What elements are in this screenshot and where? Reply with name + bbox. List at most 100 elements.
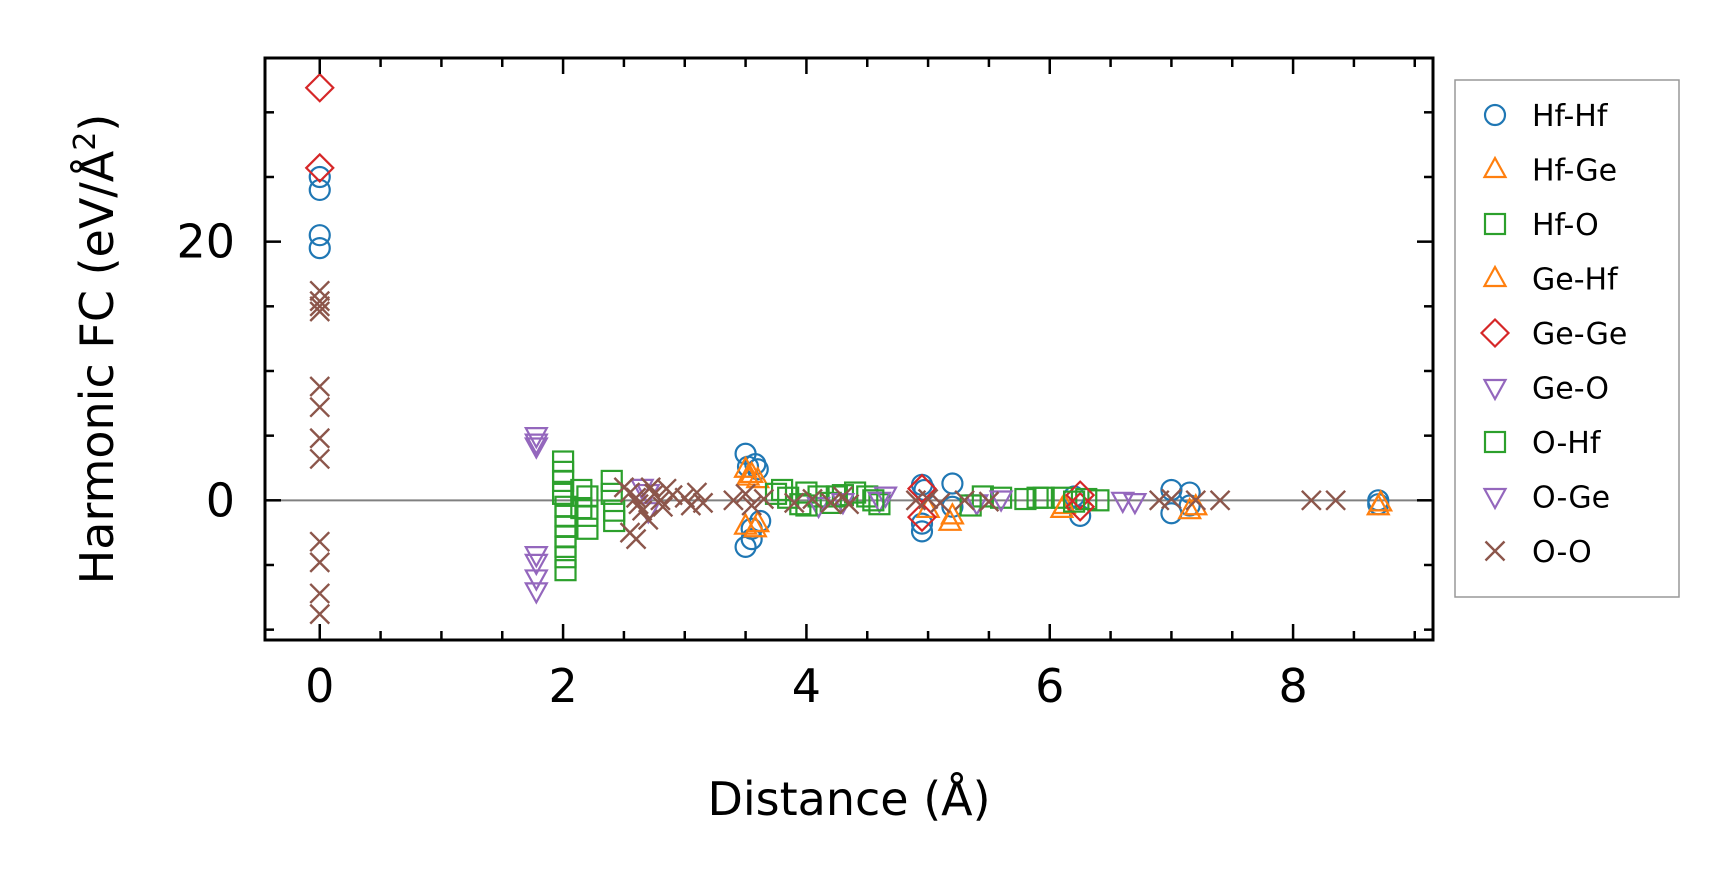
data-point [309,290,331,312]
data-point [1160,478,1183,502]
legend-marker [1483,212,1507,236]
data-point [640,477,662,498]
data-point [680,495,702,516]
data-point [825,485,848,508]
data-point [940,502,965,525]
data-point [753,488,775,510]
data-point [309,295,331,317]
legend-box [1454,79,1680,598]
legend-marker [1483,103,1507,127]
legend-marker [1479,317,1511,349]
data-point [570,478,593,502]
data-point [988,490,1014,513]
data-point [576,517,599,540]
data-point [650,489,671,511]
data-point [1325,489,1347,511]
data-point [603,509,626,533]
legend-marker [1482,378,1508,402]
legend-entry: Hf-Ge [1482,154,1617,189]
y-axis-label: Harmonic FC (eV/Å2) [68,114,124,585]
legend-entry: Hf-O [1483,208,1599,243]
data-point [523,582,549,605]
data-point [1065,491,1096,522]
data-point [1209,489,1231,511]
legend-label: Ge-O [1532,372,1609,407]
legend-label: Ge-Hf [1532,263,1619,298]
legend-entry: O-O [1484,535,1592,570]
data-point [802,488,823,510]
data-point [625,487,647,509]
data-point [304,152,335,183]
data-point [941,472,964,495]
data-point [806,496,831,520]
data-point [867,491,892,515]
data-point [929,492,951,514]
data-point [576,504,599,527]
axes: 0 2 4 6 8 0 20 [176,56,1435,713]
data-point [954,489,975,511]
data-point [873,486,898,509]
data-point [309,376,331,397]
data-point [1368,489,1394,512]
legend-label: O-Ge [1532,481,1610,516]
data-point [735,483,756,505]
data-point [309,280,331,302]
data-point [783,492,805,514]
data-point [910,512,934,535]
x-tick-label: 8 [1278,659,1307,713]
legend-entry: Ge-Hf [1482,263,1619,298]
data-point [733,455,758,478]
data-point [309,531,331,553]
data-point [795,481,818,504]
legend-label: Ge-Ge [1532,317,1627,352]
plot-frame [263,56,1435,642]
data-point [1026,486,1049,509]
data-point [1177,496,1203,520]
x-tick-label: 4 [792,659,821,713]
legend-label: O-O [1532,535,1592,570]
data-point [1185,489,1207,511]
y-tick-label: 0 [206,473,235,527]
series-hf-hf [308,165,1390,558]
data-point [523,433,549,456]
series-ge-o [523,427,898,605]
legend-marker [1484,540,1506,562]
data-point [600,482,623,505]
data-point [309,552,331,573]
data-point [551,482,575,505]
data-point [739,460,765,484]
legend-entry: O-Hf [1483,426,1602,461]
legend-entry: Ge-O [1482,372,1609,407]
legend-entry: Ge-Ge [1479,317,1627,352]
series-o-o [309,280,1347,625]
data-point [625,528,647,550]
legend-marker [1483,430,1507,454]
data-point [843,481,867,504]
plot-area [265,72,1433,625]
x-tick-label: 0 [305,659,334,713]
legend-entry: O-Ge [1482,481,1610,516]
data-point [1032,486,1055,509]
data-point [576,485,599,508]
legend-label: Hf-O [1532,208,1599,243]
legend-marker [1482,264,1508,288]
data-point [309,427,331,449]
data-point [1014,487,1037,511]
data-point [309,448,331,470]
data-point [309,583,331,604]
legend-marker [1482,487,1508,511]
data-point [1178,481,1201,504]
data-point [838,493,860,515]
x-tick-label: 6 [1035,659,1064,713]
data-point [628,493,649,515]
data-point [1122,493,1148,516]
data-point [723,489,744,511]
data-point [308,224,331,247]
data-point [1062,490,1086,513]
x-axis-label: Distance (Å) [707,772,990,826]
y-tick-label: 20 [176,215,235,269]
data-point [917,488,939,510]
data-point [989,486,1013,509]
data-point [978,491,1000,512]
